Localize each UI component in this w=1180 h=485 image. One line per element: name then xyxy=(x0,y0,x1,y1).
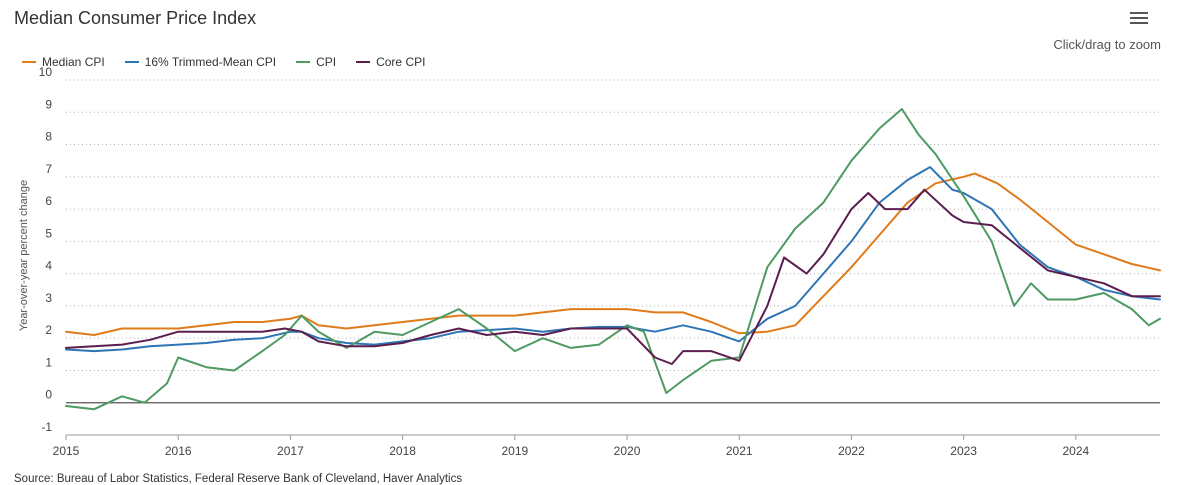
legend-item-median-cpi[interactable]: Median CPI xyxy=(22,55,105,69)
y-tick-label: 6 xyxy=(45,194,52,208)
x-tick-label: 2022 xyxy=(838,444,865,458)
legend-swatch xyxy=(124,61,139,63)
chart-legend: Median CPI 16% Trimmed-Mean CPI CPI Core… xyxy=(22,55,445,69)
legend-item-cpi[interactable]: CPI xyxy=(296,55,336,69)
x-tick-label: 2024 xyxy=(1062,444,1089,458)
y-tick-label: 2 xyxy=(45,323,52,337)
legend-label: CPI xyxy=(316,55,337,69)
menu-bar xyxy=(1130,17,1148,19)
y-tick-label: 0 xyxy=(45,388,52,402)
series-line-core-cpi xyxy=(65,188,1161,365)
x-tick-label: 2017 xyxy=(277,444,304,458)
y-tick-label: 8 xyxy=(45,130,52,144)
x-tick-label: 2021 xyxy=(726,444,753,458)
legend-label: 16% Trimmed-Mean CPI xyxy=(144,55,277,69)
zoom-hint: Click/drag to zoom xyxy=(1053,37,1161,52)
y-tick-label: 1 xyxy=(45,355,52,369)
chart-title: Median Consumer Price Index xyxy=(14,8,257,28)
series-line-16-trimmed-mean-cpi xyxy=(65,166,1161,353)
source-note: Source: Bureau of Labor Statistics, Fede… xyxy=(14,473,463,485)
y-tick-label: 3 xyxy=(45,291,52,305)
y-tick-label: 7 xyxy=(45,162,52,176)
y-tick-label: 10 xyxy=(39,65,53,79)
series-line-cpi xyxy=(65,108,1161,411)
legend-label: Median CPI xyxy=(42,55,105,69)
y-tick-label: 4 xyxy=(45,259,52,273)
x-tick-label: 2018 xyxy=(389,444,416,458)
legend-item-core-cpi[interactable]: Core CPI xyxy=(356,55,425,69)
y-axis-label: Year-over-year percent change xyxy=(18,180,30,331)
series-line-median-cpi xyxy=(65,172,1161,336)
legend-swatch xyxy=(356,61,371,63)
menu-bar xyxy=(1130,12,1148,14)
x-tick-label: 2023 xyxy=(950,444,977,458)
y-tick-label: 9 xyxy=(45,97,52,111)
y-tick-label: 5 xyxy=(45,226,52,240)
x-tick-label: 2019 xyxy=(501,444,528,458)
x-tick-label: 2015 xyxy=(53,444,80,458)
y-tick-label: -1 xyxy=(41,420,52,434)
legend-item-trimmed-mean-cpi[interactable]: 16% Trimmed-Mean CPI xyxy=(124,55,277,69)
legend-label: Core CPI xyxy=(376,55,426,69)
menu-bar xyxy=(1130,22,1148,24)
x-tick-label: 2020 xyxy=(614,444,641,458)
legend-swatch xyxy=(22,61,36,63)
legend-swatch xyxy=(296,61,311,63)
hamburger-menu-icon[interactable] xyxy=(1128,9,1150,29)
x-tick-label: 2016 xyxy=(165,444,192,458)
